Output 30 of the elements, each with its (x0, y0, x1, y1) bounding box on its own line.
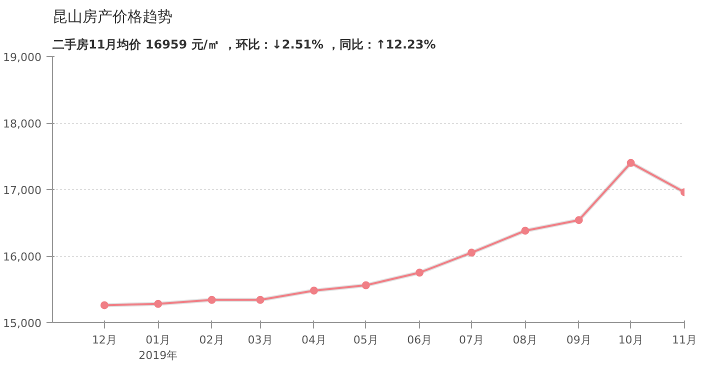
y-tick-label: 18,000 (3, 118, 42, 130)
x-tick-label: 09月 (566, 334, 592, 346)
point (100, 301, 108, 310)
point (154, 300, 162, 308)
x-tick-label: 12月 (92, 334, 117, 346)
x-tick-label: 03月 (248, 334, 273, 346)
x-tick-label: 01月 2019年 (138, 334, 178, 362)
x-tick-label: 06月 (407, 334, 432, 346)
x-tick-label: 08月 (512, 334, 538, 346)
point (310, 286, 318, 295)
point (574, 216, 583, 224)
y-tick-label: 15,000 (3, 317, 42, 330)
point (416, 268, 424, 277)
x-tick-label: 11月 (672, 334, 697, 346)
point (468, 248, 476, 257)
y-tick-label: 17,000 (3, 184, 42, 197)
x-tick-label: 04月 (301, 334, 326, 346)
point (256, 296, 264, 304)
x-tick-label: 05月 (353, 334, 378, 346)
y-tick-label: 19,000 (3, 51, 42, 64)
x-tick-label: 02月 (199, 334, 224, 346)
y-tick-label: 16,000 (3, 250, 42, 264)
point (208, 296, 216, 304)
chart-subtitle: 二手房11月均价 16959 元/㎡ ，环比：↓2.51% ，同比：↑12.23% (52, 38, 436, 52)
x-tick-label: 10月 (618, 334, 644, 346)
chart-title: 昆山房产价格趋势 (52, 8, 172, 26)
point (521, 226, 530, 235)
x-tick-label: 07月 (459, 334, 484, 346)
point (362, 281, 370, 290)
point (626, 158, 635, 167)
